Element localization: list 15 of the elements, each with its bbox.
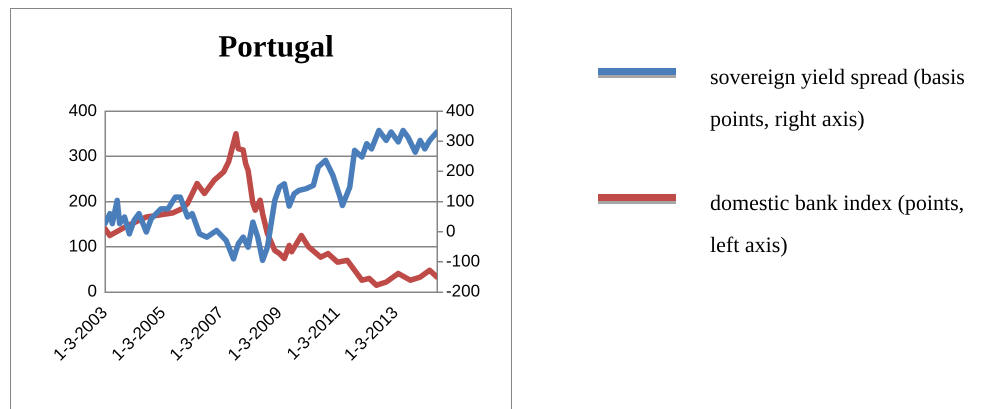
y2-tick-label: 200 [446,161,474,180]
y2-tick-label: -100 [446,252,480,271]
y2-tick-label: 0 [446,221,456,240]
y2-tick-label: 400 [446,100,474,120]
legend-label: domestic bank index (points, left axis) [710,189,966,259]
y-tick-label: 300 [68,146,97,166]
y-tick-label: 400 [68,100,97,120]
y-tick-label: 200 [68,191,97,210]
chart-title: Portugal [218,28,334,64]
y2-tick-label: 300 [446,131,474,150]
y2-tick-label: -200 [446,282,480,301]
legend-label: sovereign yield spread (basis points, right axis) [710,63,966,133]
y2-tick-label: 100 [446,191,474,210]
y-tick-label: 0 [88,282,97,301]
y-tick-label: 100 [68,236,97,256]
